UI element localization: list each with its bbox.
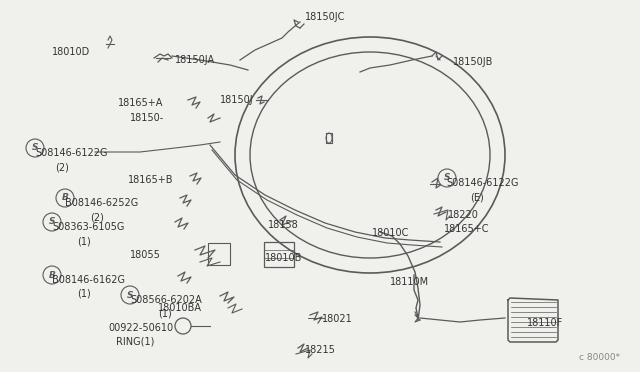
Text: 18110M: 18110M xyxy=(390,277,429,287)
Text: B: B xyxy=(49,270,56,279)
Bar xyxy=(264,242,294,267)
Text: 18110F: 18110F xyxy=(527,318,563,328)
Text: (1): (1) xyxy=(158,309,172,319)
Bar xyxy=(208,243,230,265)
Text: 18165+C: 18165+C xyxy=(444,224,490,234)
Circle shape xyxy=(26,139,44,157)
Text: RING(1): RING(1) xyxy=(116,336,154,346)
Text: 18150J: 18150J xyxy=(220,95,253,105)
Text: 18021: 18021 xyxy=(322,314,353,324)
Text: B08146-6162G: B08146-6162G xyxy=(52,275,125,285)
Circle shape xyxy=(438,169,456,187)
Text: 00922-50610: 00922-50610 xyxy=(108,323,173,333)
Circle shape xyxy=(43,266,61,284)
Text: 18165+A: 18165+A xyxy=(118,98,163,108)
Text: (2): (2) xyxy=(90,212,104,222)
Text: (1): (1) xyxy=(77,289,91,299)
Text: 18150-: 18150- xyxy=(130,113,164,123)
Text: 18010D: 18010D xyxy=(52,47,90,57)
Text: S08363-6105G: S08363-6105G xyxy=(52,222,124,232)
Circle shape xyxy=(43,213,61,231)
Text: (2): (2) xyxy=(55,162,69,172)
Text: S: S xyxy=(127,291,133,299)
Circle shape xyxy=(121,286,139,304)
Text: S: S xyxy=(32,144,38,153)
Text: 18165+B: 18165+B xyxy=(128,175,173,185)
Text: (E): (E) xyxy=(470,192,484,202)
Text: S08146-6122G: S08146-6122G xyxy=(446,178,518,188)
Text: (1): (1) xyxy=(77,237,91,247)
Text: S08566-6202A: S08566-6202A xyxy=(130,295,202,305)
Text: S: S xyxy=(444,173,451,183)
Text: 18220: 18220 xyxy=(448,210,479,220)
Text: 18150JC: 18150JC xyxy=(305,12,346,22)
Circle shape xyxy=(56,189,74,207)
Text: B08146-6252G: B08146-6252G xyxy=(65,198,138,208)
Text: 18010C: 18010C xyxy=(372,228,410,238)
Text: c 80000*: c 80000* xyxy=(579,353,620,362)
Text: B: B xyxy=(61,193,68,202)
Text: S: S xyxy=(49,218,55,227)
Text: 18158: 18158 xyxy=(268,220,299,230)
Text: 18150JA: 18150JA xyxy=(175,55,215,65)
Text: 18150JB: 18150JB xyxy=(453,57,493,67)
Text: 18215: 18215 xyxy=(305,345,336,355)
Text: 18010B: 18010B xyxy=(265,253,302,263)
Text: S08146-6122G: S08146-6122G xyxy=(35,148,108,158)
Text: 18010BA: 18010BA xyxy=(158,303,202,313)
Text: 18055: 18055 xyxy=(130,250,161,260)
